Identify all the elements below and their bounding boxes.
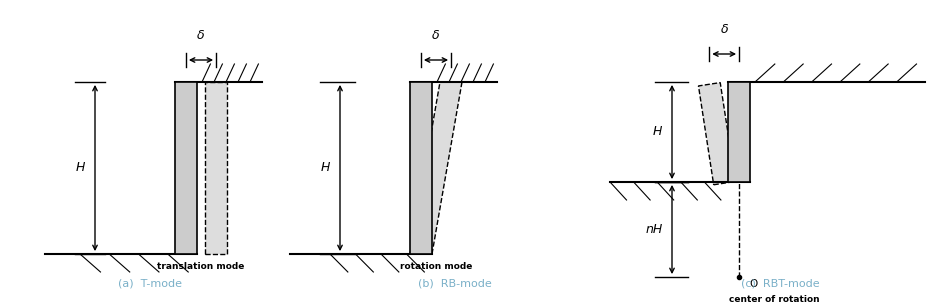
FancyBboxPatch shape (175, 82, 197, 254)
Text: nH: nH (645, 223, 662, 236)
Text: rotation mode: rotation mode (400, 262, 473, 271)
Text: δ: δ (432, 29, 439, 42)
Text: H: H (321, 162, 329, 175)
FancyBboxPatch shape (410, 82, 432, 254)
Text: (a)  T-mode: (a) T-mode (118, 279, 182, 289)
FancyBboxPatch shape (205, 82, 227, 254)
Text: O: O (749, 279, 757, 289)
Text: (c)  RBT-mode: (c) RBT-mode (740, 279, 819, 289)
Text: δ: δ (720, 23, 728, 36)
Text: translation mode: translation mode (158, 262, 245, 271)
Text: H: H (652, 126, 661, 139)
Text: (b)  RB-mode: (b) RB-mode (419, 279, 492, 289)
Text: δ: δ (197, 29, 205, 42)
Polygon shape (698, 82, 735, 185)
FancyBboxPatch shape (728, 82, 750, 182)
Polygon shape (410, 82, 462, 254)
Text: H: H (75, 162, 84, 175)
Text: center of rotation: center of rotation (729, 295, 819, 302)
